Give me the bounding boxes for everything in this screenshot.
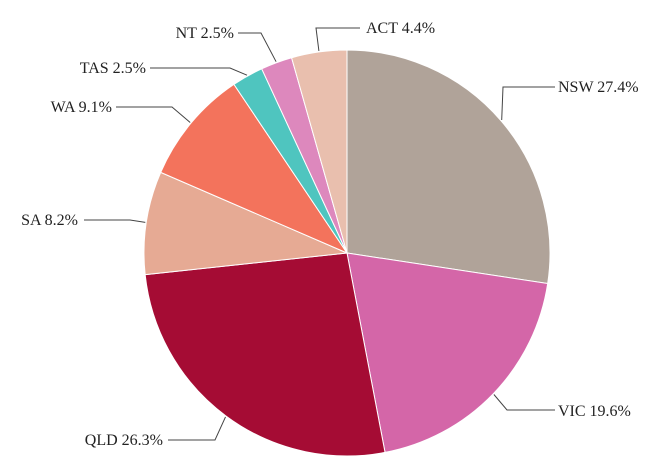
slice-label-act: ACT 4.4% (366, 20, 435, 37)
label-leaders (84, 27, 555, 441)
slice-labels: NSW 27.4% VIC 19.6% QLD 26.3% SA 8.2% WA 9.1… (21, 20, 639, 449)
pie-slice-vic (346, 252, 549, 453)
slice-label-qld: QLD 26.3% (85, 432, 163, 449)
leader-line-wa (116, 106, 191, 123)
slice-label-vic: VIC 19.6% (558, 403, 631, 420)
slice-label-nt: NT 2.5% (176, 25, 234, 42)
pie-slice-act (290, 49, 348, 254)
leader-line-nsw (501, 86, 555, 121)
pie-slice-nsw (346, 49, 551, 285)
slice-label-nsw: NSW 27.4% (558, 79, 639, 96)
leader-line-sa (84, 219, 146, 223)
pie-slice-sa (143, 171, 349, 276)
slice-label-wa: WA 9.1% (51, 99, 112, 116)
pie-slice-wa (160, 83, 349, 255)
leader-line-nt (238, 32, 277, 62)
slice-label-tas: TAS 2.5% (80, 60, 146, 77)
leader-line-vic (493, 394, 555, 411)
leader-line-act (315, 27, 360, 51)
pie-slices (143, 49, 551, 457)
pie-slice-qld (144, 252, 386, 457)
leader-line-qld (168, 416, 226, 441)
leader-line-tas (150, 67, 248, 76)
slice-label-sa: SA 8.2% (21, 212, 78, 229)
